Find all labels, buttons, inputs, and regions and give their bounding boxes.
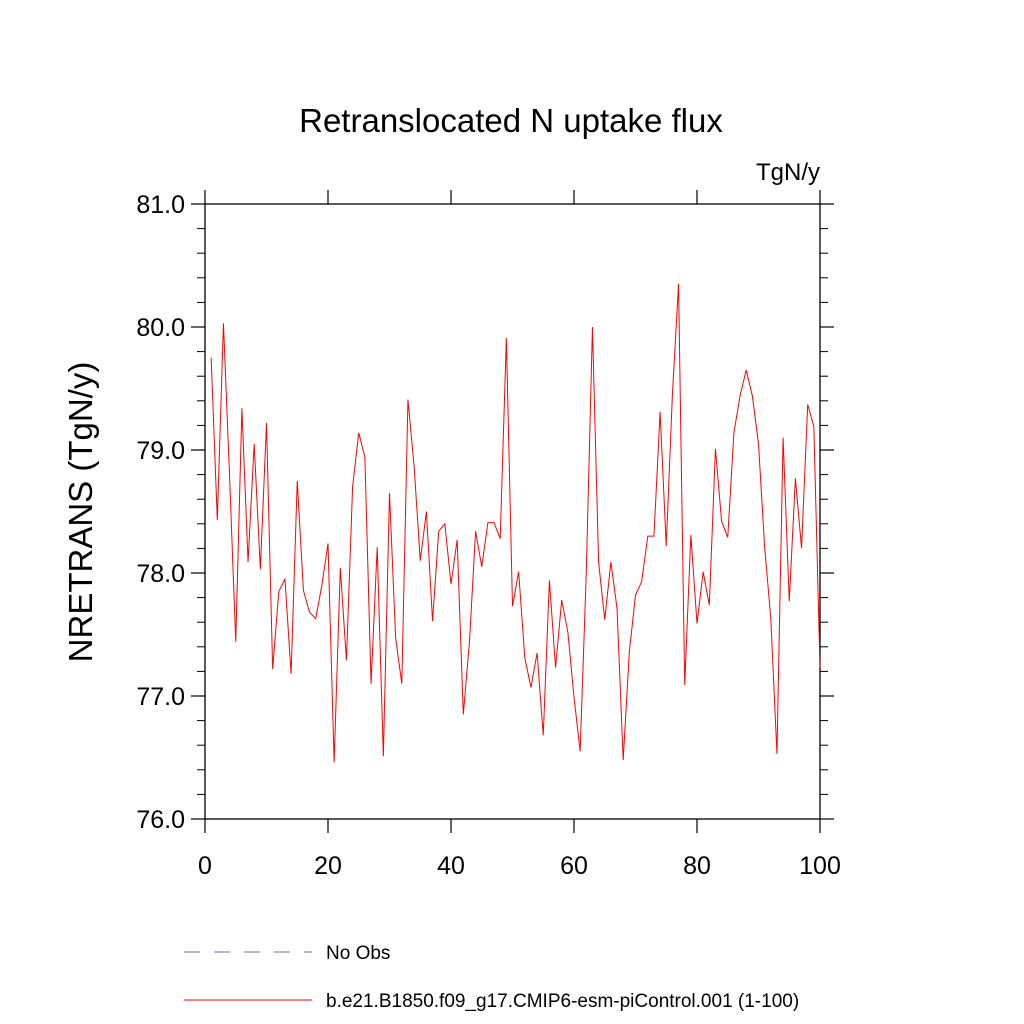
x-axis-tick-labels: 0 20 40 60 80 100 xyxy=(198,852,841,880)
x-tick-label: 60 xyxy=(560,852,588,880)
chart-title: Retranslocated N uptake flux xyxy=(299,102,723,139)
legend: No Obs b.e21.B1850.f09_g17.CMIP6-esm-piC… xyxy=(184,943,799,1012)
units-label: TgN/y xyxy=(756,159,820,186)
x-tick-label: 20 xyxy=(314,852,342,880)
y-tick-label: 80.0 xyxy=(136,314,185,342)
x-axis-ticks xyxy=(204,190,821,833)
y-tick-label: 77.0 xyxy=(136,683,185,711)
y-tick-label: 81.0 xyxy=(136,191,185,219)
plot-frame xyxy=(204,203,821,820)
x-tick-label: 80 xyxy=(683,852,711,880)
y-tick-label: 76.0 xyxy=(136,806,185,834)
y-tick-label: 78.0 xyxy=(136,560,185,588)
x-tick-label: 40 xyxy=(437,852,465,880)
y-axis-tick-labels: 76.0 77.0 78.0 79.0 80.0 81.0 xyxy=(136,191,185,834)
legend-no-obs-label: No Obs xyxy=(326,943,390,964)
x-tick-label: 0 xyxy=(198,852,212,880)
y-tick-label: 79.0 xyxy=(136,437,185,465)
y-axis-label: NRETRANS (TgN/y) xyxy=(62,362,99,663)
y-axis-ticks xyxy=(191,203,834,820)
x-tick-label: 100 xyxy=(799,852,841,880)
legend-model-label: b.e21.B1850.f09_g17.CMIP6-esm-piControl.… xyxy=(326,991,799,1012)
data-series-line xyxy=(210,283,821,763)
